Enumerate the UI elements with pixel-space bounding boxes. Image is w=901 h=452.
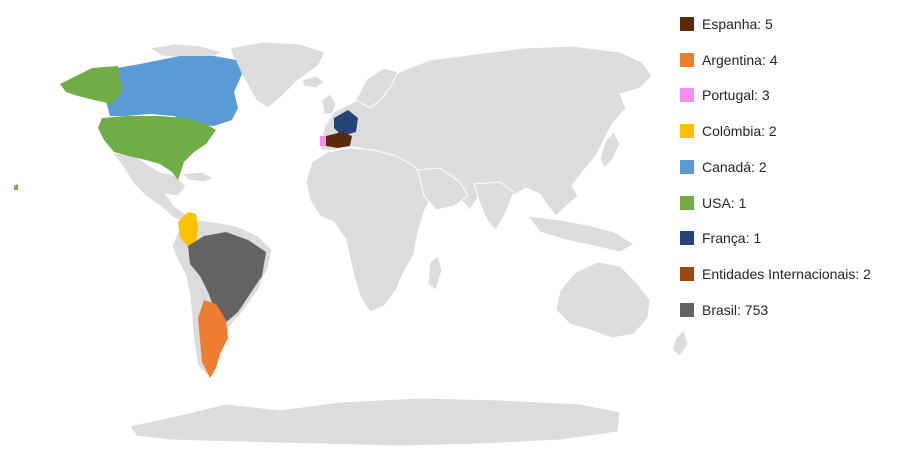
india-shape	[473, 181, 515, 231]
country-argentina	[198, 300, 228, 378]
africa-shape	[305, 147, 433, 313]
country-espanha	[326, 132, 352, 148]
legend-item-espanha: Espanha: 5	[680, 14, 773, 34]
arabia-shape	[417, 167, 469, 211]
australia-shape	[555, 261, 651, 339]
caribbean-islands-shape	[180, 171, 216, 183]
legend-item-colombia: Colômbia: 2	[680, 121, 777, 141]
southeast-asia-islands-shape	[526, 215, 635, 253]
legend-label-brasil: Brasil: 753	[702, 301, 769, 318]
antarctica-shape	[129, 397, 621, 447]
country-brasil	[188, 232, 266, 324]
japan-shape	[599, 131, 621, 169]
country-colombia	[178, 212, 198, 246]
legend-swatch-franca	[680, 231, 694, 246]
legend-label-espanha: Espanha: 5	[702, 16, 773, 32]
legend-swatch-usa	[680, 195, 694, 210]
legend-item-brasil: Brasil: 753	[680, 300, 768, 320]
legend-label-colombia: Colômbia: 2	[702, 123, 777, 140]
legend-swatch-entidades-internacionais	[680, 266, 694, 281]
legend-item-entidades-internacionais: Entidades Internacionais: 2	[680, 264, 871, 284]
country-portugal	[320, 136, 326, 146]
british-isles-shape	[321, 93, 337, 115]
legend-item-usa: USA: 1	[680, 193, 746, 213]
legend-label-usa: USA: 1	[702, 194, 747, 211]
legend-swatch-brasil	[680, 302, 694, 317]
country-usa	[14, 66, 216, 190]
legend-swatch-argentina	[680, 52, 694, 67]
mexico-central-america-shape	[110, 151, 187, 223]
country-franca	[334, 110, 358, 136]
new-zealand-shape	[671, 329, 689, 357]
legend-item-portugal: Portugal: 3	[680, 85, 770, 105]
country-canada	[104, 56, 242, 126]
madagascar-shape	[427, 255, 443, 291]
legend-swatch-espanha	[680, 17, 694, 31]
legend-swatch-canada	[680, 159, 694, 174]
scandinavia-shape	[355, 67, 399, 109]
legend-label-portugal: Portugal: 3	[702, 87, 770, 104]
legend-label-argentina: Argentina: 4	[702, 51, 778, 68]
legend-swatch-portugal	[680, 88, 694, 103]
legend-item-argentina: Argentina: 4	[680, 50, 778, 70]
legend-item-franca: França: 1	[680, 228, 761, 248]
legend-label-entidades-internacionais: Entidades Internacionais: 2	[702, 265, 871, 282]
legend-label-canada: Canadá: 2	[702, 158, 767, 175]
iceland-shape	[301, 75, 325, 89]
legend-item-canada: Canadá: 2	[680, 157, 767, 177]
legend-swatch-colombia	[680, 124, 694, 139]
greenland-shape	[229, 41, 326, 109]
legend-label-franca: França: 1	[702, 230, 762, 247]
